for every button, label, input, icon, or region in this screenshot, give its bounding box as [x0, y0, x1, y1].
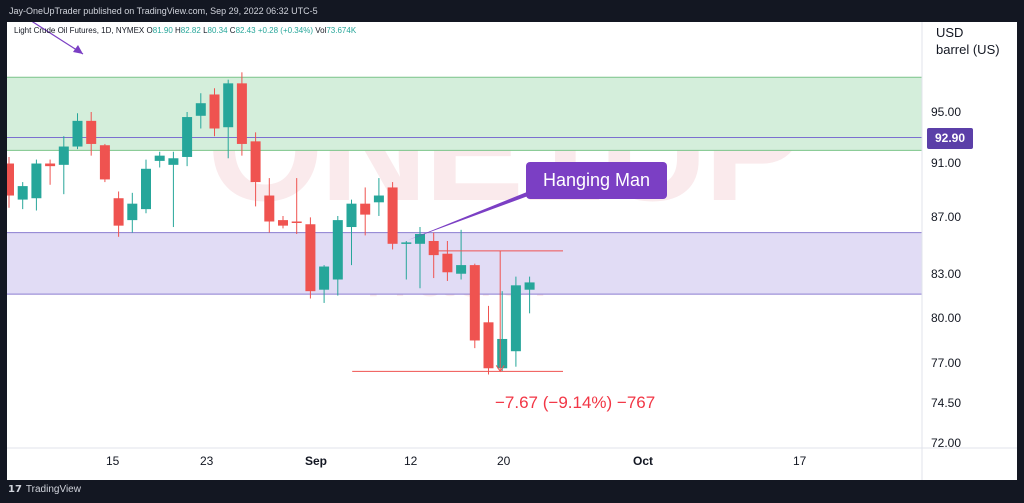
legend-close: 82.43: [235, 26, 256, 35]
candle-body: [305, 224, 316, 292]
publisher-bar: Jay-OneUpTrader published on TradingView…: [0, 0, 1024, 22]
y-tick-label: 83.00: [931, 267, 962, 281]
candle-body: [141, 168, 151, 210]
legend-close-label: C: [229, 26, 236, 35]
candle-body: [7, 163, 14, 196]
y-tick-label: 91.00: [931, 156, 962, 170]
candle-body: [510, 285, 521, 352]
chart-pane[interactable]: ONE1UP Trader Light Crude Oil Futures, 1…: [7, 22, 1017, 480]
candle-body: [154, 155, 165, 161]
candle-body: [264, 195, 275, 222]
candle-body: [127, 203, 138, 221]
candle-body: [113, 198, 124, 226]
price-unit: USD barrel (US): [936, 24, 1016, 58]
legend-low-label: L: [203, 26, 208, 35]
y-tick-label: 80.00: [931, 311, 962, 325]
candle-body: [346, 203, 357, 228]
candle-body: [223, 83, 234, 128]
legend-volume-label: Vol: [315, 26, 327, 35]
y-tick-label: 95.00: [931, 105, 962, 119]
candle-body: [72, 120, 83, 147]
candle-body: [236, 83, 247, 144]
candle-body: [387, 187, 398, 244]
candle-body: [319, 266, 330, 290]
candle-body: [332, 220, 343, 280]
candle-body: [456, 265, 467, 274]
footer-bar: [0, 480, 1024, 503]
y-tick-label: 74.50: [931, 396, 962, 410]
callout-pointer: [408, 192, 539, 240]
tradingview-brand[interactable]: 𝟭𝟳 TradingView: [8, 484, 81, 495]
legend-open: 81.90: [152, 26, 173, 35]
candle-body: [58, 146, 69, 165]
candle-body: [469, 265, 480, 341]
legend-low: 80.34: [207, 26, 228, 35]
candle-body: [182, 117, 193, 157]
candle-body: [497, 338, 508, 369]
candle-body: [250, 141, 261, 183]
legend-volume: 73.674K: [326, 26, 357, 35]
x-tick-label: 17: [793, 454, 807, 468]
measure-arrow-head: [495, 365, 505, 373]
candle-body: [45, 163, 56, 167]
x-tick-label: 15: [106, 454, 120, 468]
y-tick-label: 72.00: [931, 436, 962, 450]
candle-body: [17, 186, 28, 200]
resistance-zone: [7, 77, 922, 151]
legend-symbol[interactable]: Light Crude Oil Futures, 1D, NYMEX: [14, 26, 145, 35]
hanging-man-callout[interactable]: Hanging Man: [526, 162, 667, 199]
candlestick-chart[interactable]: [7, 22, 1017, 480]
candle-body: [428, 240, 439, 256]
price-unit-currency: USD: [936, 25, 964, 40]
candle-body: [291, 221, 302, 223]
candle-body: [86, 120, 97, 144]
trend-arrow-line: [31, 22, 84, 55]
candle-body: [278, 220, 288, 226]
current-price-tag: 92.90: [927, 128, 973, 149]
price-unit-measure: barrel (US): [936, 42, 1000, 57]
legend-high-label: H: [175, 26, 181, 35]
x-tick-label-month: Oct: [633, 454, 654, 468]
tradingview-logo-icon: 𝟭𝟳: [8, 484, 22, 495]
symbol-legend: Light Crude Oil Futures, 1D, NYMEX O81.9…: [14, 26, 356, 35]
candle-body: [360, 203, 371, 215]
trend-arrow-head: [73, 45, 83, 54]
y-tick-label: 77.00: [931, 356, 962, 370]
price-range-measure-label: −7.67 (−9.14%) −767: [495, 393, 656, 412]
candle-body: [401, 242, 412, 244]
legend-high: 82.82: [180, 26, 201, 35]
x-tick-label: 12: [404, 454, 418, 468]
tradingview-brand-label: TradingView: [25, 484, 81, 495]
x-tick-label: 23: [200, 454, 214, 468]
support-zone: [7, 232, 922, 295]
legend-change: +0.28 (+0.34%): [257, 26, 313, 35]
candle-body: [31, 163, 42, 199]
x-tick-label-month: Sep: [305, 454, 328, 468]
candle-body: [442, 253, 453, 273]
candle-body: [209, 94, 220, 129]
candle-body: [524, 282, 535, 290]
y-tick-label: 87.00: [931, 210, 962, 224]
candle-body: [195, 103, 206, 116]
candle-body: [415, 233, 425, 244]
candle-body: [168, 158, 179, 165]
candle-body: [373, 195, 384, 203]
published-line: Jay-OneUpTrader published on TradingView…: [9, 6, 318, 16]
candle-body: [483, 322, 494, 369]
legend-open-label: O: [146, 26, 153, 35]
candle-body: [99, 145, 110, 180]
x-tick-label: 20: [497, 454, 511, 468]
